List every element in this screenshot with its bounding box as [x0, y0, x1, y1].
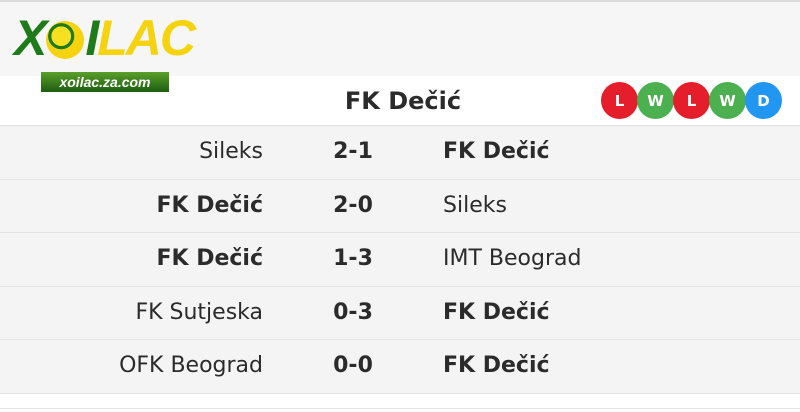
away-team: IMT Beograd — [443, 246, 582, 271]
match-score: 0-0 — [333, 353, 373, 378]
away-team: FK Dečić — [443, 353, 550, 378]
match-score: 2-1 — [333, 139, 373, 164]
match-score: 2-0 — [333, 192, 373, 218]
match-row[interactable]: Sileks 2-1 FK Dečić — [0, 126, 800, 180]
soccer-ball-icon — [46, 21, 85, 59]
match-row[interactable]: OFK Beograd 0-0 FK Dečić — [0, 340, 800, 394]
team-title: FK Dečić — [344, 87, 462, 115]
home-team: FK Dečić — [156, 246, 263, 271]
away-team: Sileks — [443, 192, 507, 218]
match-row[interactable]: FK Sutjeska 0-3 FK Dečić — [0, 286, 800, 340]
xoilac-logo[interactable]: X ILAC xoilac.za.com — [14, 10, 196, 94]
match-score: 1-3 — [333, 246, 373, 271]
away-team: FK Dečić — [443, 139, 550, 164]
form-badge-w: W — [637, 82, 674, 119]
form-badge-l: L — [673, 82, 710, 119]
logo-wordmark: X ILAC — [14, 10, 196, 66]
logo-subtext: xoilac.za.com — [41, 72, 169, 92]
match-score: 0-3 — [333, 299, 373, 325]
form-badge-w: W — [709, 82, 746, 119]
match-row[interactable]: FK Dečić 2-0 Sileks — [0, 179, 800, 233]
home-team: Sileks — [199, 139, 263, 164]
match-list: Sileks 2-1 FK Dečić FK Dečić 2-0 Sileks FK Deč… — [0, 126, 800, 394]
top-bar: X ILAC xoilac.za.com — [0, 0, 800, 92]
home-team: FK Sutjeska — [135, 299, 263, 325]
match-row[interactable]: FK Dečić 1-3 IMT Beograd — [0, 233, 800, 287]
form-badge-d: D — [745, 82, 782, 119]
divider — [0, 408, 800, 409]
home-team: OFK Beograd — [119, 353, 263, 378]
away-team: FK Dečić — [443, 299, 550, 325]
home-team: FK Dečić — [156, 192, 263, 218]
form-badge-l: L — [601, 82, 638, 119]
